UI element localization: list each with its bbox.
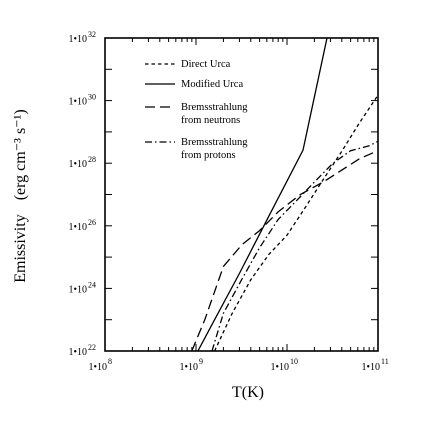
legend-label: Bremsstrahlung (181, 137, 248, 148)
legend-label: Modified Urca (181, 79, 243, 90)
x-tick-exponent: 10 (290, 357, 298, 366)
y-tick-label: 1•10 (68, 347, 87, 358)
legend-label: from neutrons (181, 115, 240, 126)
legend: Direct Urca Modified Urca Bremsstrahlung fr… (145, 59, 248, 161)
x-tick-label: 1•10 (270, 362, 289, 373)
y-tick-exponent: 32 (88, 30, 96, 39)
legend-label: Direct Urca (181, 59, 231, 70)
x-tick-exponent: 8 (108, 357, 112, 366)
x-tick-exponent: 9 (199, 357, 203, 366)
svg-text:Emissivity (erg cm⁻³ s⁻¹: Emissivity (erg cm⁻³ s⁻¹) (12, 109, 29, 283)
plot-frame (104, 37, 379, 352)
y-tick-label: 1•10 (68, 284, 87, 295)
y-tick-exponent: 22 (88, 343, 96, 352)
x-tick-exponent: 11 (381, 357, 389, 366)
series-line-direct-urca (214, 94, 378, 351)
legend-label: from protons (181, 150, 236, 161)
y-tick-label: 1•10 (68, 34, 87, 45)
tick-labels: 1•10 221•10 241•10 261•10 281•10 301•10 321•10… (68, 30, 388, 373)
y-tick-label: 1•10 (68, 159, 87, 170)
series-line-bremsstrahlung-from-protons (211, 140, 378, 351)
y-tick-exponent: 30 (88, 93, 96, 102)
y-tick-exponent: 28 (88, 155, 96, 164)
y-tick-label: 1•10 (68, 222, 87, 233)
legend-label: Bremsstrahlung (181, 102, 248, 113)
y-tick-exponent: 24 (88, 280, 96, 289)
x-tick-label: 1•10 (361, 362, 380, 373)
x-tick-label: 1•10 (88, 362, 107, 373)
y-tick-exponent: 26 (88, 218, 96, 227)
x-axis-title: T(K) (232, 384, 264, 401)
y-axis-title: Emissivity (12, 214, 29, 282)
series-line-modified-urca (197, 38, 328, 351)
y-axis-title-group: Emissivity (erg cm⁻³ s⁻¹) (12, 109, 29, 283)
y-tick-label: 1•10 (68, 97, 87, 108)
y-axis-units: (erg cm⁻³ s⁻¹) (12, 109, 29, 200)
series-line-bremsstrahlung-from-neutrons (191, 150, 378, 351)
series-lines (191, 38, 378, 351)
x-tick-label: 1•10 (179, 362, 198, 373)
